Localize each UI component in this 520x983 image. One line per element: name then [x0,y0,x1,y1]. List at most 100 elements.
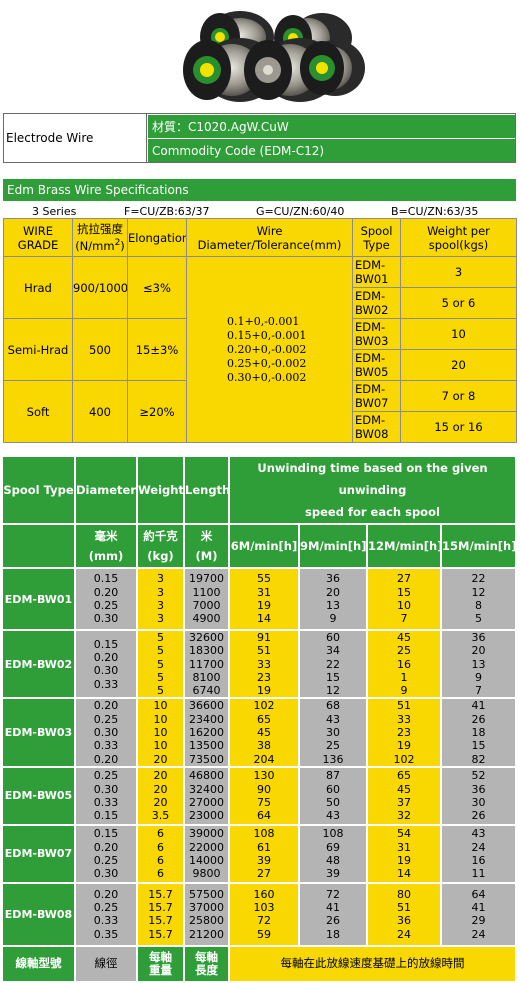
commodity-code-label: Commodity Code (EDM-C12) [148,139,515,162]
value-line: 0.15 [93,809,119,823]
value-line: 45 [397,631,411,644]
value-line: 102 [393,752,415,766]
weight-cell: 15 or 16 [400,411,517,443]
value-line: 108 [253,827,275,841]
value-line: 41 [471,901,486,915]
speed-15-cell: 41 26 18 15 82 [441,698,517,768]
value-line: 7 [475,684,482,698]
value-line: 5 [157,657,164,671]
unwinding-header: Unwinding time based on the given unwind… [229,457,517,525]
speed-9-cell: 87 60 50 43 [299,766,368,826]
value-line: 22 [326,657,340,671]
diameter-item: 0.20+0,-0.002 [227,342,307,356]
diameter-cell: 0.20 0.25 0.33 0.35 [75,882,138,947]
group-spool-type: EDM-BW03 [3,698,76,768]
weight-cell: 20 [400,349,517,381]
value-line: 82 [471,752,486,766]
value-line: 24 [471,840,486,854]
value-line: 11700 [189,657,224,671]
value-line: 204 [253,752,275,766]
value-line: 3.5 [151,809,170,823]
value-line: 3 [157,612,164,626]
group-row: EDM-BW01 0.15 0.20 0.25 0.30 3 3 3 3 19700 1100 700… [3,568,517,631]
value-line: 41 [471,699,486,713]
value-line: 15.7 [148,887,173,901]
spool-type-cell: EDM- BW07 [352,380,401,412]
group-spool-type: EDM-BW05 [3,766,76,826]
value-line: 72 [257,914,271,928]
spool-type-cell: EDM- BW03 [352,318,401,350]
value-line: 6 [157,840,164,854]
value-line: 10 [153,726,168,740]
value-line: 0.30 [93,664,119,678]
value-line: 0.20 [93,752,119,766]
speed-header: 15M/min[h] [441,524,517,569]
value-line: 9 [329,612,337,626]
b-formula: B=CU/ZN:63/35 [391,205,479,218]
value-line: 69 [326,840,340,854]
value-line: 64 [257,809,271,823]
f-formula: F=CU/ZB:63/37 [124,205,210,218]
speed-header: 12M/min[h] [367,524,442,569]
group-row: EDM-BW03 0.20 0.25 0.30 0.33 0.20 10 10 10 10 20 36… [3,698,517,768]
units-row: 毫米 (mm) 約千克 (kg) 米 (M) 6M/min[h] 9M/min[h] … [3,524,517,569]
value-line: 9800 [192,867,221,881]
value-line: 13500 [189,739,224,753]
value-line: 54 [397,827,411,841]
value-line: 1100 [192,585,221,599]
value-line: 0.25 [93,712,119,726]
g-formula: G=CU/ZN:60/40 [256,205,345,218]
value-line: 11 [471,867,486,881]
value-line: 27 [397,572,411,586]
value-line: 6 [157,853,164,867]
tensile-cell: 500 [72,318,128,381]
value-line: 27000 [189,795,224,809]
value-line: 39 [326,867,340,881]
speed-15-cell: 43 24 16 11 [441,824,517,884]
value-line: 20 [153,795,168,809]
value-line: 8100 [192,670,221,684]
speed-15-cell: 52 36 30 26 [441,766,517,826]
value-line: 19700 [189,572,224,586]
value-line: 9 [400,684,408,698]
value-line: 0.25 [93,901,119,915]
value-line: 16 [471,853,486,867]
elongation-cell: 15±3% [127,318,187,381]
value-line: 15.7 [148,914,173,928]
value-line: 5 [157,684,164,698]
value-line: 0.33 [93,914,119,928]
value-line: 19 [397,739,411,753]
value-line: 48 [326,853,340,867]
value-line: 21200 [189,927,224,941]
value-line: 20 [326,585,340,599]
value-line: 36 [471,631,486,644]
value-line: 51 [257,644,271,658]
length-header: Length [184,457,230,525]
value-line: 61 [257,840,271,854]
speed-6-cell: 108 61 39 27 [229,824,300,884]
electrode-wire-label: Electrode Wire [4,114,147,162]
value-line: 0.30 [93,726,119,740]
diameter-item: 0.30+0,-0.002 [227,370,307,384]
value-line: 19 [257,684,271,698]
value-line: 43 [471,827,486,841]
speed-6-cell: 130 90 75 64 [229,766,300,826]
material-label: 材質：C1020.AgW.CuW [148,115,515,138]
tensile-header: 抗拉强度 (N/mm2) [72,218,128,257]
value-line: 5 [157,670,164,684]
value-line: 32600 [189,631,224,644]
value-line: 36600 [189,699,224,713]
value-line: 52 [471,769,486,783]
value-line: 90 [257,782,271,796]
unwinding-table: Spool Type Diameter Weight Length Unwind… [3,457,517,983]
value-line: 87 [326,769,340,783]
value-line: 19 [257,599,271,612]
value-line: 34 [326,644,340,658]
value-line: 36 [471,782,486,796]
group-row: EDM-BW07 0.15 0.20 0.25 0.30 6 6 6 6 39000 22000 14… [3,824,517,884]
value-line: 108 [322,827,344,841]
wire-diameter-header: Wire Diameter/Tolerance(mm) [186,218,353,257]
speed-12-cell: 51 33 23 19 102 [367,698,442,768]
speed-6-cell: 102 65 45 38 204 [229,698,300,768]
value-line: 65 [397,769,411,783]
